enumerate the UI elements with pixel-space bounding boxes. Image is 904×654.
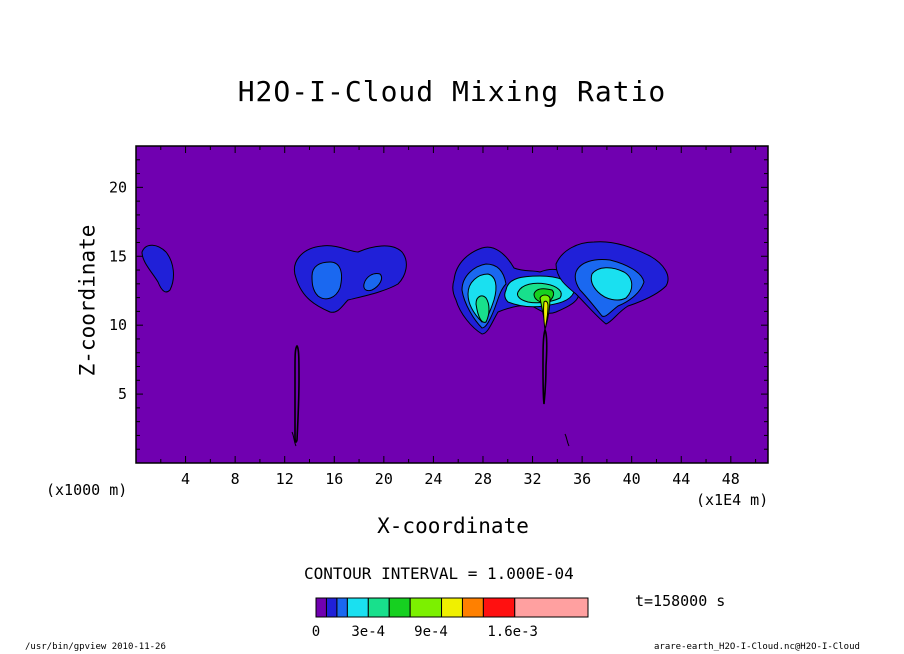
x-axis-label: X-coordinate	[377, 514, 529, 538]
contour-layer	[141, 241, 669, 447]
y-tick-label: 20	[109, 178, 127, 196]
colorbar-box	[409, 597, 443, 618]
cloud-x28-inner3	[475, 295, 490, 323]
x-tick-label: 4	[181, 470, 190, 488]
x-tick-label: 44	[672, 470, 690, 488]
x-tick-label: 16	[325, 470, 343, 488]
cloud-x16-inner	[311, 261, 343, 300]
colorbar-box	[315, 597, 327, 618]
time-label: t=158000 s	[635, 592, 726, 610]
plot-area	[136, 146, 768, 463]
cloud-x32-core	[543, 300, 549, 331]
cloud-left-edge	[141, 244, 174, 293]
colorbar-box	[441, 597, 463, 618]
x-tick-label: 8	[231, 470, 240, 488]
colorbar-box	[461, 597, 484, 618]
chart-title: H2O-I-Cloud Mixing Ratio	[237, 75, 667, 108]
footer-right: arare-earth_H2O-I-Cloud.nc@H2O-I-Cloud	[654, 642, 860, 652]
y-axis-label: Z-coordinate	[75, 224, 100, 377]
x-tick-label: 28	[474, 470, 492, 488]
x-unit-right: (x1E4 m)	[696, 491, 769, 509]
x-tick-label: 40	[623, 470, 641, 488]
y-tick-label: 10	[109, 316, 127, 334]
updraft-x13	[294, 344, 300, 443]
colorbar-box	[482, 597, 516, 618]
contour-interval: CONTOUR INTERVAL = 1.000E-04	[304, 564, 574, 583]
cloud-x16-inner2	[363, 273, 383, 292]
updraft-x35-base	[564, 433, 570, 447]
x-tick-label: 20	[375, 470, 393, 488]
colorbar-label: 3e-4	[351, 624, 385, 640]
colorbar-label: 0	[312, 624, 320, 640]
footer-left: /usr/bin/gpview 2010-11-26	[25, 642, 166, 652]
plot-frame	[135, 145, 769, 464]
updraft-x13-base	[291, 431, 297, 447]
y-tick-label: 5	[118, 385, 127, 403]
colorbar: 0 3e-4 9e-4 1.6e-3	[312, 597, 589, 640]
colorbar-box	[367, 597, 390, 618]
cloud-x38-inner2	[590, 267, 633, 301]
y-tick-label: 15	[109, 247, 127, 265]
colorbar-box	[325, 597, 338, 618]
x-unit-left: (x1000 m)	[46, 481, 128, 499]
colorbar-label: 1.6e-3	[487, 624, 538, 640]
x-tick-label: 12	[276, 470, 294, 488]
colorbar-box	[514, 597, 589, 618]
colorbar-box	[388, 597, 411, 618]
x-tick-label: 32	[524, 470, 542, 488]
x-tick-label: 36	[573, 470, 591, 488]
x-tick-label: 48	[722, 470, 740, 488]
colorbar-box	[336, 597, 348, 618]
colorbar-box	[346, 597, 369, 618]
updraft-x33	[542, 327, 548, 405]
colorbar-label: 9e-4	[414, 624, 448, 640]
x-tick-label: 24	[424, 470, 442, 488]
